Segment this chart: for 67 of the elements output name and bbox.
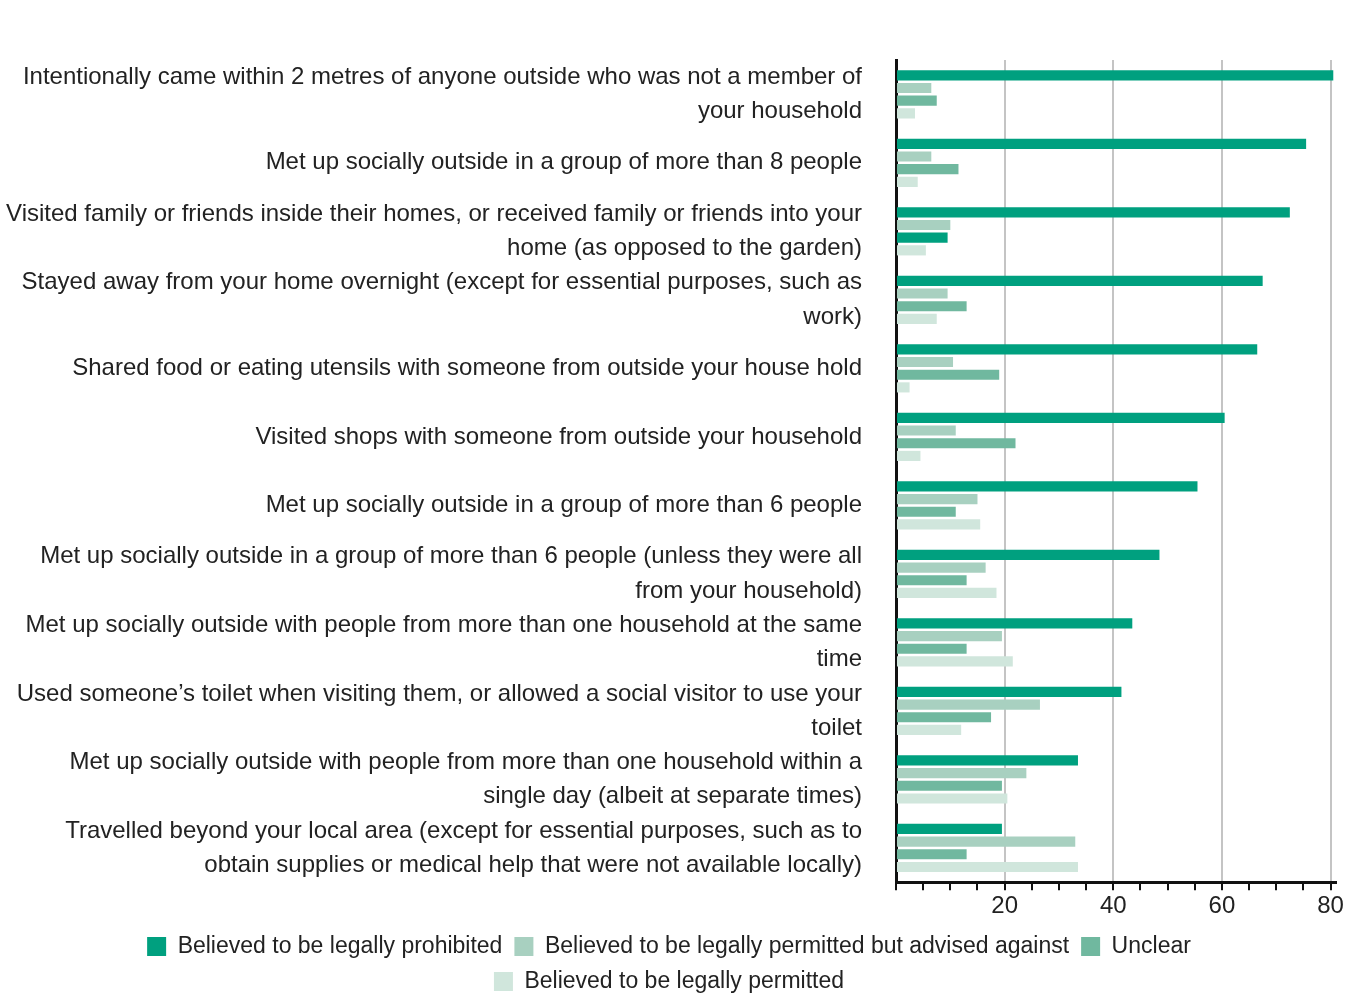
y-tick-label: Visited shops with someone from outside your household: [255, 421, 862, 449]
legend-label: Believed to be legally permitted but advised against: [544, 931, 1070, 958]
x-tick-label: 20: [991, 891, 1018, 919]
bar: [897, 631, 1002, 642]
bar: [897, 301, 967, 312]
y-tick-label: Stayed away from your home overnight (except for essential purposes, such as work): [21, 267, 862, 329]
y-tick-label: Met up socially outside with people from more than one household within a single day (albeit at separate times): [69, 747, 863, 809]
bar: [897, 356, 954, 368]
bar: [897, 755, 1078, 766]
bar: [897, 768, 1027, 779]
y-tick-label: Intentionally came within 2 metres of anyone outside who was not a member of your household: [22, 61, 863, 123]
bar: [897, 712, 992, 723]
bar: [897, 151, 932, 162]
x-tick-label: 80: [1317, 891, 1344, 919]
bar: [897, 450, 921, 461]
bar: [897, 506, 956, 517]
bar: [897, 313, 937, 324]
bar: [897, 288, 948, 299]
bar: [897, 412, 1225, 423]
bar: [897, 344, 1258, 355]
x-tick-label: 40: [1099, 891, 1127, 919]
bar: [897, 275, 1263, 286]
legend-label: Believed to be legally prohibited: [177, 931, 503, 958]
bar: [897, 382, 910, 393]
bar: [897, 562, 986, 573]
bar: [897, 656, 1013, 667]
bar: [897, 780, 1002, 791]
bar: [897, 519, 981, 530]
bar: [897, 245, 926, 256]
bar: [897, 849, 967, 860]
y-tick-label: Shared food or eating utensils with someone from outside your house hold: [72, 353, 862, 380]
bar: [897, 95, 937, 106]
bar: [897, 793, 1008, 804]
y-tick-label: Met up socially outside in a group of more than 8 people: [265, 147, 862, 175]
bar: [897, 219, 951, 231]
bar: [897, 686, 1122, 697]
bar: [897, 82, 932, 94]
bar: [897, 138, 1307, 149]
y-tick-label: Met up socially outside in a group of more than 6 people: [265, 490, 862, 518]
legend-label: Believed to be legally permitted: [524, 966, 845, 993]
bar: [897, 549, 1160, 560]
y-tick-label: Travelled beyond your local area (except for essential purposes, such as to obtain supplies or medical help that were not available locally): [65, 815, 862, 877]
bar: [897, 108, 916, 119]
x-tick-label: 60: [1208, 891, 1236, 919]
bar: [897, 724, 962, 736]
bar: [897, 70, 1334, 81]
bar: [897, 836, 1076, 847]
bar: [897, 481, 1198, 492]
bar: [897, 164, 959, 175]
y-tick-label: Visited family or friends inside their homes, or received family or friends into your home (as opposed to the garden): [6, 198, 862, 261]
bar: [897, 493, 978, 505]
bar: [897, 207, 1290, 218]
bar: [897, 425, 956, 436]
bar: [897, 369, 1000, 380]
bar: [897, 643, 967, 654]
y-tick-label: Met up socially outside in a group of more than 6 people (unless they were all from your household): [40, 541, 862, 603]
legend-label: Unclear: [1111, 931, 1192, 958]
bar: [897, 823, 1002, 834]
bar: [897, 575, 967, 586]
y-tick-label: Used someone’s toilet when visiting them, or allowed a social visitor to use your toilet: [16, 678, 863, 740]
bar: [897, 861, 1078, 873]
bar: [897, 618, 1133, 629]
y-tick-label: Met up socially outside with people from more than one household at the same time: [25, 610, 862, 672]
bar: [897, 438, 1016, 449]
bar: [897, 176, 918, 187]
bar: [897, 587, 997, 598]
bar: [897, 699, 1040, 710]
